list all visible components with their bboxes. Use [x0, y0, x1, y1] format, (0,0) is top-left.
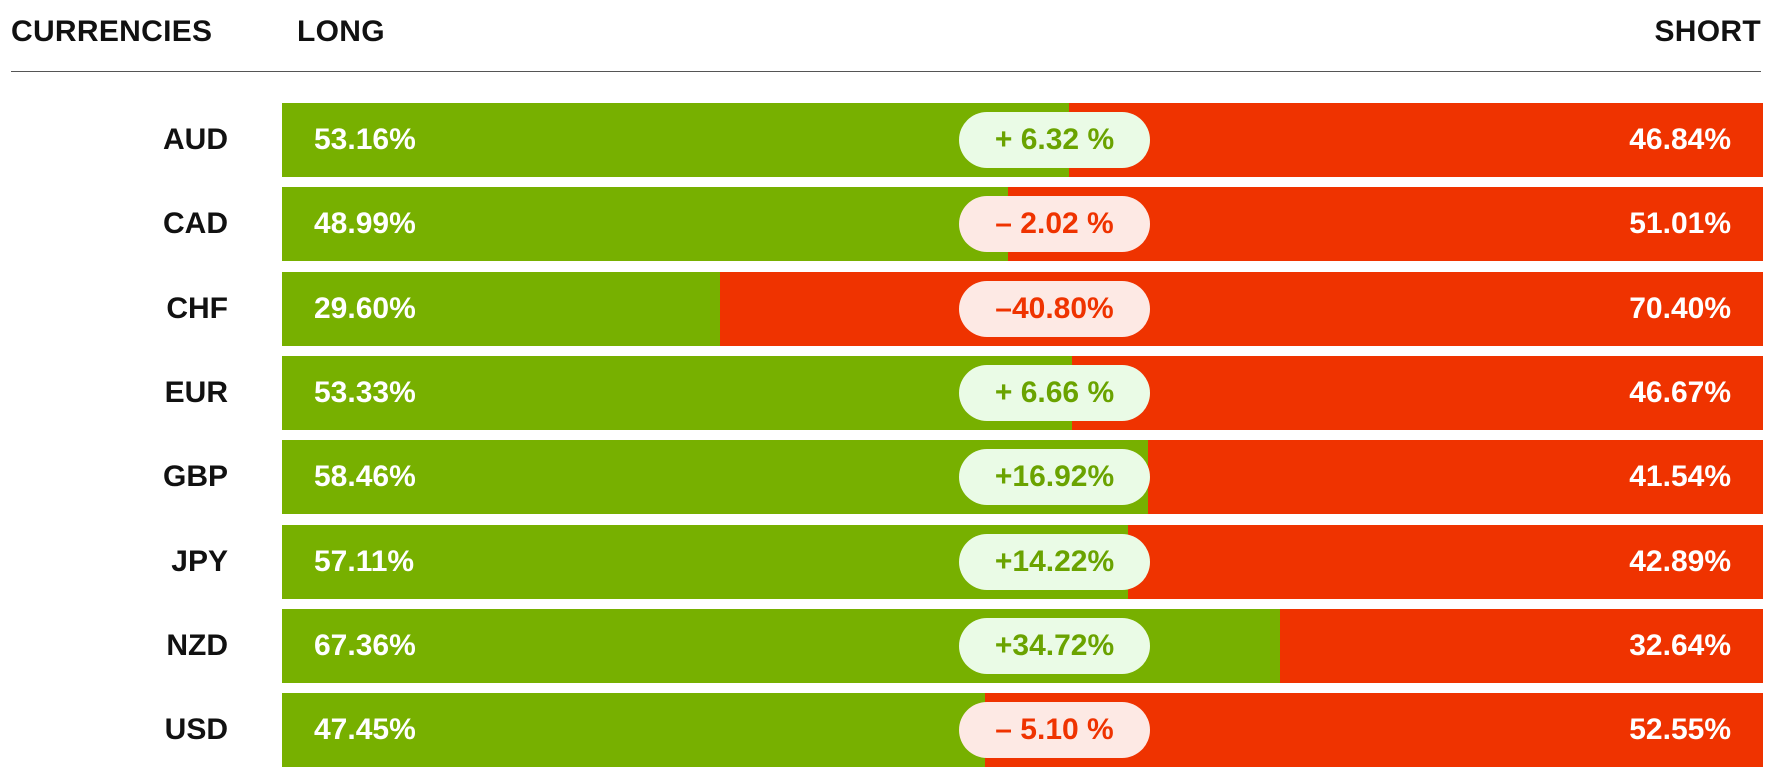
currency-row: USD 47.45% 52.55% – 5.10 %: [0, 693, 1770, 767]
long-percent-label: 67.36%: [314, 629, 416, 662]
currencies-column-header: CURRENCIES: [11, 15, 213, 48]
short-percent-label: 32.64%: [1629, 629, 1731, 662]
short-column-header: SHORT: [1654, 15, 1761, 48]
currency-row: GBP 58.46% 41.54% +16.92%: [0, 440, 1770, 514]
long-bar: [282, 693, 985, 767]
currency-label: NZD: [166, 629, 228, 662]
long-percent-label: 48.99%: [314, 207, 416, 240]
net-change-badge: – 2.02 %: [959, 196, 1150, 252]
currency-row: AUD 53.16% 46.84% + 6.32 %: [0, 103, 1770, 177]
long-percent-label: 57.11%: [314, 545, 415, 578]
short-percent-label: 51.01%: [1629, 207, 1731, 240]
currency-row: JPY 57.11% 42.89% +14.22%: [0, 525, 1770, 599]
net-change-badge: +14.22%: [959, 534, 1150, 590]
table-header: CURRENCIES LONG SHORT: [11, 0, 1761, 72]
short-percent-label: 42.89%: [1629, 545, 1731, 578]
currency-row: CHF 29.60% 70.40% –40.80%: [0, 272, 1770, 346]
currency-label: EUR: [164, 376, 228, 409]
currency-label: GBP: [162, 460, 228, 493]
currency-label: JPY: [171, 545, 228, 578]
short-percent-label: 41.54%: [1629, 460, 1731, 493]
currency-row: NZD 67.36% 32.64% +34.72%: [0, 609, 1770, 683]
long-bar: [282, 103, 1070, 177]
long-bar: [282, 187, 1008, 261]
long-bar: [282, 272, 721, 346]
long-percent-label: 53.16%: [314, 123, 416, 156]
net-change-badge: + 6.32 %: [959, 112, 1150, 168]
currency-label: CAD: [163, 207, 228, 240]
net-change-badge: + 6.66 %: [959, 365, 1150, 421]
short-percent-label: 70.40%: [1629, 292, 1731, 325]
net-change-badge: +34.72%: [959, 618, 1150, 674]
net-change-badge: –40.80%: [959, 281, 1150, 337]
currency-label: AUD: [163, 123, 228, 156]
long-bar: [282, 356, 1072, 430]
long-column-header: LONG: [297, 15, 385, 48]
currency-row: CAD 48.99% 51.01% – 2.02 %: [0, 187, 1770, 261]
currency-label: USD: [164, 713, 228, 746]
short-percent-label: 46.84%: [1629, 123, 1731, 156]
long-percent-label: 58.46%: [314, 460, 416, 493]
long-percent-label: 53.33%: [314, 376, 416, 409]
long-percent-label: 47.45%: [314, 713, 416, 746]
short-percent-label: 52.55%: [1629, 713, 1731, 746]
long-percent-label: 29.60%: [314, 292, 416, 325]
currency-label: CHF: [166, 292, 228, 325]
currency-row: EUR 53.33% 46.67% + 6.66 %: [0, 356, 1770, 430]
short-percent-label: 46.67%: [1629, 376, 1731, 409]
net-change-badge: +16.92%: [959, 449, 1150, 505]
net-change-badge: – 5.10 %: [959, 702, 1150, 758]
